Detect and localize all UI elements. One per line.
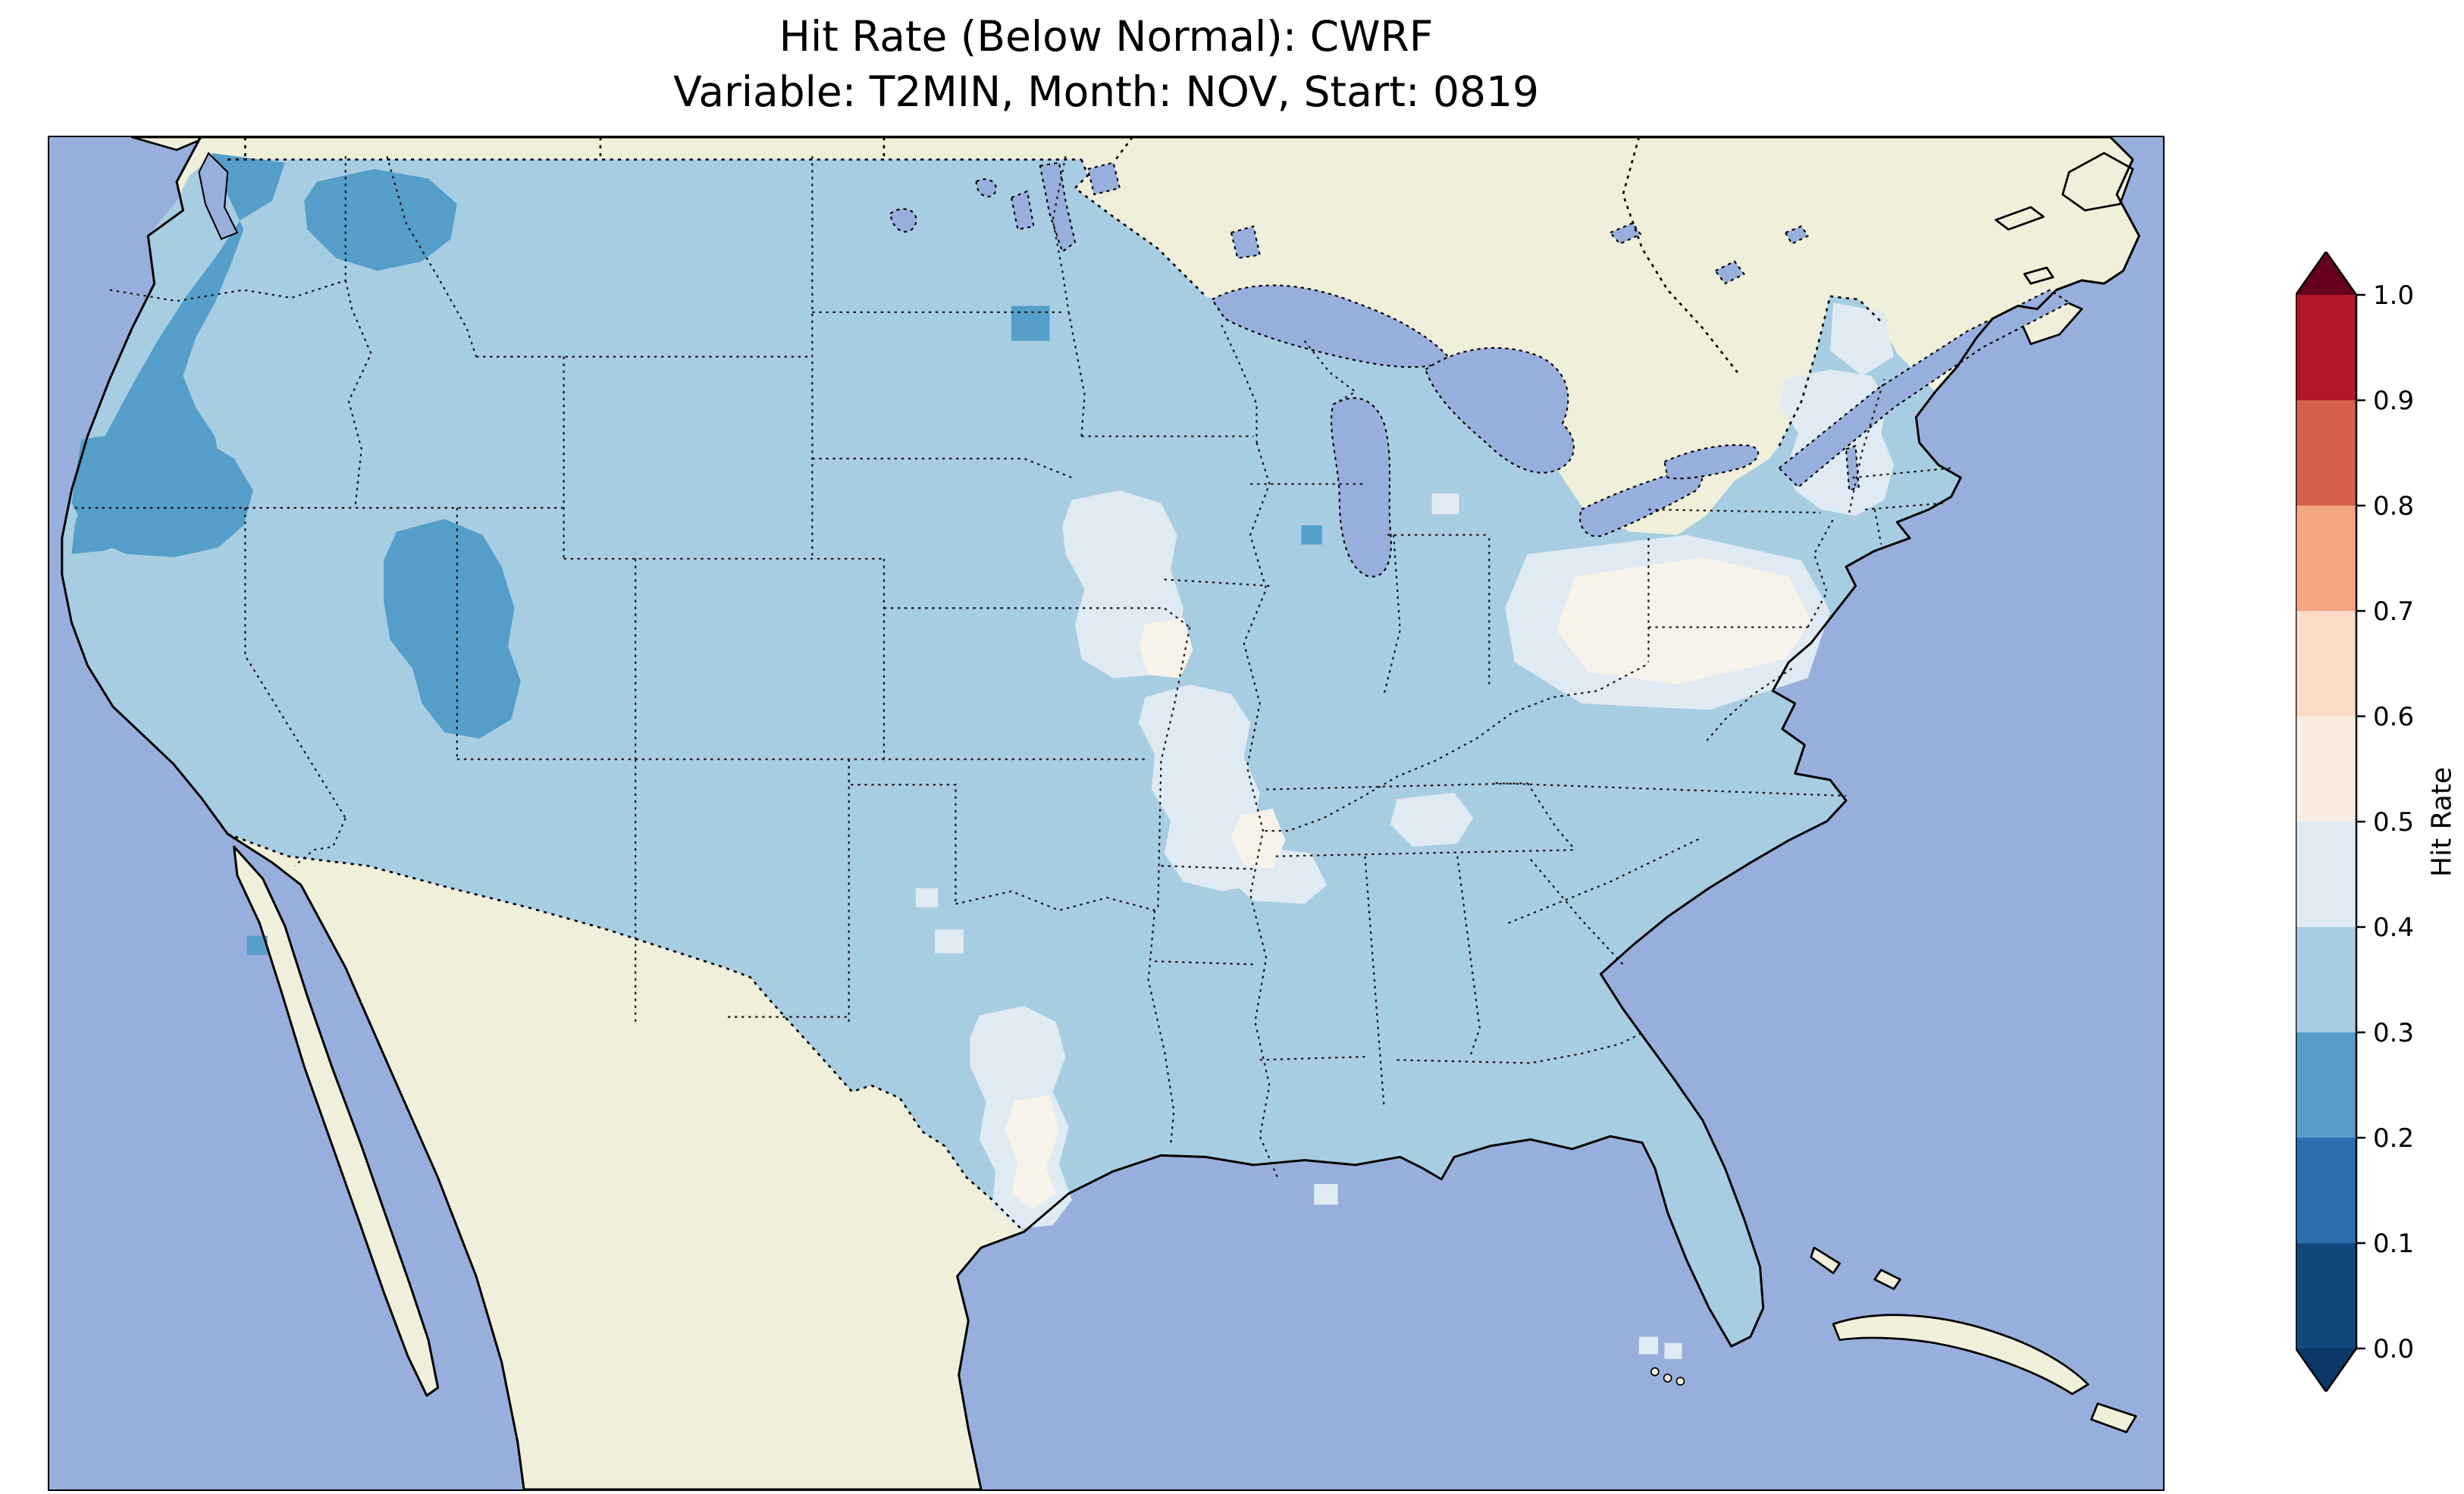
us-canada-border xyxy=(1829,295,1882,323)
patch-minnesota-core xyxy=(1139,617,1193,678)
colorbar-band xyxy=(2296,506,2356,612)
lake-manitoba xyxy=(1010,190,1035,230)
lake-ontario xyxy=(1663,444,1759,480)
colorbar-band xyxy=(2296,400,2356,507)
colorbar-tick-label: 0.7 xyxy=(2373,597,2414,627)
newfoundland xyxy=(2061,152,2134,211)
colorbar-tick-label: 0.8 xyxy=(2373,491,2414,521)
bahamas-island xyxy=(1873,1268,1901,1290)
patch-wisconsin xyxy=(1301,525,1322,545)
patch-missouri-core xyxy=(1230,808,1286,869)
map-axes xyxy=(48,136,2165,1491)
chart-subtitle: Variable: T2MIN, Month: NOV, Start: 0819 xyxy=(673,67,1539,116)
colorbar-tick-label: 0.0 xyxy=(2373,1334,2414,1364)
lake-erie xyxy=(1578,468,1704,537)
ontario-lake xyxy=(1609,222,1641,245)
patch-louisiana xyxy=(1314,1184,1338,1205)
canadian-lake xyxy=(889,208,917,233)
conus-map xyxy=(49,137,2163,1489)
colorbar-tick-label: 0.2 xyxy=(2373,1123,2414,1154)
patch-pennsylvania-ohio-core xyxy=(1556,557,1811,684)
colorbar-tick-label: 0.9 xyxy=(2373,386,2414,416)
st-lawrence-river xyxy=(1778,289,2071,488)
colorbar-tick-label: 0.1 xyxy=(2373,1229,2414,1259)
quebec-lake xyxy=(1714,260,1745,285)
bahamas-island xyxy=(1810,1246,1841,1274)
colorbar-band xyxy=(2296,1138,2356,1245)
colorbar-band xyxy=(2296,927,2356,1034)
canada-province-border xyxy=(1112,137,1133,164)
patch-great-basin-highlands xyxy=(384,518,521,739)
colorbar-tick-label: 0.6 xyxy=(2373,702,2414,732)
lake-michigan xyxy=(1331,397,1392,578)
prince-edward-island xyxy=(2023,266,2055,285)
great-lakes xyxy=(889,161,2071,578)
quebec-lake xyxy=(1785,225,1809,245)
patch-oklahoma xyxy=(935,929,964,954)
colorbar-band xyxy=(2296,1032,2356,1139)
cuba xyxy=(1832,1314,2089,1395)
colorbar-band xyxy=(2296,822,2356,929)
puget-sound xyxy=(198,152,239,240)
colorbar-band xyxy=(2296,716,2356,823)
colorbar-svg: 1.0 0.9 0.8 0.7 0.6 0.5 0.4 0.3 0.2 0.1 0.0 xyxy=(2294,249,2414,1394)
patch-north-california xyxy=(71,430,253,558)
patch-north-dakota xyxy=(1011,305,1050,341)
colorbar-tick-label: 0.3 xyxy=(2373,1018,2414,1048)
lake-of-the-woods xyxy=(1086,161,1121,196)
colorbar-band xyxy=(2296,295,2356,402)
lake-winnipeg xyxy=(1039,161,1077,253)
hit-rate-patches-02-03 xyxy=(71,152,1322,955)
chart-title: Hit Rate (Below Normal): CWRF xyxy=(779,12,1434,61)
colorbar-label: Hit Rate xyxy=(2426,766,2458,877)
lake-champlain xyxy=(1845,445,1860,491)
colorbar-band xyxy=(2296,1243,2356,1350)
colorbar-tick-label: 0.4 xyxy=(2373,913,2414,943)
lake-nipigon xyxy=(1230,225,1261,259)
ontario-quebec-border xyxy=(1622,137,1739,374)
colorbar-tick-label: 0.5 xyxy=(2373,807,2414,838)
florida-keys xyxy=(1650,1367,1685,1386)
patch-maine xyxy=(1829,302,1894,376)
us-hit-rate-base-03-04 xyxy=(61,159,1961,1347)
patch-south-florida xyxy=(1638,1336,1658,1355)
colorbar-over-arrow xyxy=(2296,252,2356,295)
hispaniola-edge xyxy=(2090,1402,2137,1433)
lake-huron xyxy=(1425,346,1575,474)
patch-kentucky xyxy=(1390,792,1474,847)
patch-texas-core xyxy=(1005,1095,1060,1210)
anticosti-island xyxy=(1995,205,2045,231)
colorbar-tick-label: 1.0 xyxy=(2373,280,2414,311)
us-canada-border xyxy=(1778,296,1832,446)
canadian-lake xyxy=(975,178,997,198)
colorbar-under-arrow xyxy=(2296,1348,2356,1392)
patch-idaho-panhandle xyxy=(304,168,457,271)
patch-michigan xyxy=(1431,493,1459,515)
colorbar-band xyxy=(2296,611,2356,718)
chart-title-block: Hit Rate (Below Normal): CWRF Variable: … xyxy=(48,9,2165,119)
colorbar: 1.0 0.9 0.8 0.7 0.6 0.5 0.4 0.3 0.2 0.1 0.0 xyxy=(2294,249,2464,1394)
patch-oklahoma xyxy=(915,888,939,907)
hit-rate-patches-05-06 xyxy=(1005,557,1811,1210)
state-borders xyxy=(74,155,1951,1182)
patch-south-florida xyxy=(1664,1342,1682,1359)
national-borders xyxy=(227,137,1882,1232)
us-mexico-border xyxy=(227,833,1025,1232)
